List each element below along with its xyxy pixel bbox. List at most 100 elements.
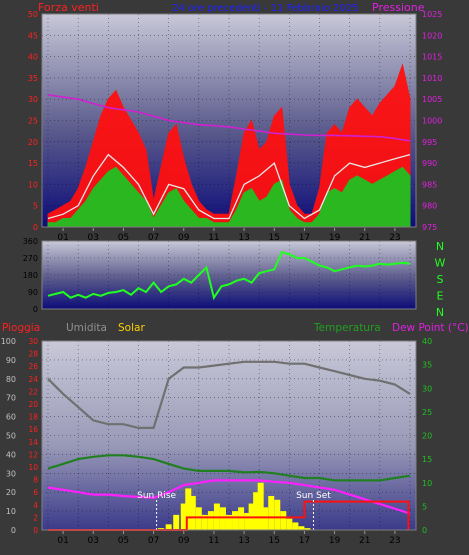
solar-bar (189, 495, 196, 530)
y-tick-label: 12 (28, 450, 38, 459)
x-tick-label: 11 (208, 536, 219, 546)
y-tick-label: 2 (33, 513, 38, 522)
legend-item: Dew Point (°C) (392, 322, 469, 334)
y-tick-label: 16 (28, 425, 38, 434)
legend-item: Umidita (66, 322, 107, 334)
y-tick-label: 20 (6, 488, 16, 497)
plot-background (42, 341, 416, 530)
x-tick-label: 11 (208, 233, 219, 243)
y-tick-label: 1025 (422, 10, 442, 19)
y-tick-label: 980 (422, 202, 437, 211)
y-tick-label: 975 (422, 223, 437, 232)
plot-frame (41, 13, 417, 228)
solar-bar (165, 524, 172, 530)
solar-bar (173, 514, 180, 530)
y-tick-label: 1020 (422, 31, 442, 40)
plot-frame (41, 340, 417, 531)
y-tick-label: 0 (33, 223, 38, 232)
x-tick-label: 17 (299, 233, 310, 243)
y-tick-label: 10 (28, 463, 38, 472)
x-tick-label: 03 (88, 233, 99, 243)
x-tick-label: 05 (118, 536, 129, 546)
x-tick-label: 01 (57, 536, 68, 546)
y-tick-label: 10 (6, 507, 16, 516)
plot-frame (41, 240, 417, 310)
x-tick-label: 19 (329, 233, 341, 243)
y-tick-label: 90 (28, 288, 38, 297)
x-tick-label: 23 (389, 233, 400, 243)
humidity-series (47, 360, 411, 429)
y-tick-label: 0 (33, 526, 38, 535)
solar-bar (304, 528, 311, 530)
x-tick-label: 07 (148, 536, 159, 546)
y-tick-label: 1010 (422, 74, 442, 83)
solar-bar (280, 511, 287, 530)
pressure-series (47, 94, 411, 142)
wind-average-series (47, 166, 411, 228)
y-tick-label: 25 (28, 117, 38, 126)
x-tick-label: 13 (238, 536, 249, 546)
wind-speed-series (47, 153, 411, 220)
y-tick-label: 5 (422, 502, 427, 511)
y-tick-label: 70 (6, 394, 16, 403)
y-tick-label: 28 (28, 350, 38, 359)
solar-bar (298, 526, 305, 530)
y-tick-label: 25 (422, 408, 432, 417)
x-tick-label: 05 (118, 233, 129, 243)
y-tick-label: 995 (422, 138, 437, 147)
solar-bar (262, 507, 269, 530)
y-tick-label: 15 (422, 455, 432, 464)
legend-item: Solar (118, 322, 145, 334)
wind-direction-series (47, 251, 411, 301)
y-tick-label: 270 (23, 254, 38, 263)
solar-bar (207, 511, 214, 530)
y-tick-label: 100 (1, 337, 16, 346)
y-tick-label: 22 (28, 387, 38, 396)
y-tick-label: 1005 (422, 95, 442, 104)
y-tick-label: 985 (422, 180, 437, 189)
solar-bar (232, 511, 239, 530)
solar-bar (180, 503, 187, 530)
y-tick-label: 8 (33, 476, 38, 485)
y-tick-label: 18 (28, 413, 38, 422)
y-tick-label: 20 (28, 138, 38, 147)
solar-bar (185, 488, 192, 530)
solar-bar (195, 507, 202, 530)
y-tick-label: 30 (6, 469, 16, 478)
y-tick-label: 15 (28, 159, 38, 168)
compass-label: N (436, 306, 444, 319)
y-tick-label: 60 (6, 413, 16, 422)
y-tick-label: 40 (6, 450, 16, 459)
x-tick-label: 15 (269, 536, 280, 546)
y-tick-label: 40 (28, 53, 38, 62)
y-tick-label: 14 (28, 438, 38, 447)
solar-bar (292, 522, 299, 530)
y-tick-label: 24 (28, 375, 38, 384)
y-tick-label: 10 (422, 479, 432, 488)
y-tick-label: 0 (422, 526, 427, 535)
y-tick-label: 4 (33, 501, 38, 510)
compass-label: N (436, 240, 444, 253)
x-tick-label: 21 (359, 536, 370, 546)
y-tick-label: 20 (28, 400, 38, 409)
y-tick-label: 20 (422, 432, 432, 441)
solar-bar (219, 507, 226, 530)
sun-marker-label: Sun Rise (137, 491, 176, 501)
y-tick-label: 0 (11, 526, 16, 535)
wind-gust-series (47, 63, 411, 228)
x-tick-label: 21 (359, 233, 370, 243)
solar-bar (286, 518, 293, 530)
solar-bar (268, 495, 275, 530)
x-tick-label: 19 (329, 536, 341, 546)
solar-bar (238, 507, 245, 530)
x-tick-label: 23 (389, 536, 400, 546)
y-tick-label: 26 (28, 362, 38, 371)
y-tick-label: 30 (28, 95, 38, 104)
header-title: 24 ore precedenti - 11 Febbraio 2025 (172, 3, 359, 14)
y-tick-label: 5 (33, 202, 38, 211)
sun-marker-label: Sun Set (296, 491, 331, 501)
header-left-label: Forza venti (38, 1, 99, 14)
